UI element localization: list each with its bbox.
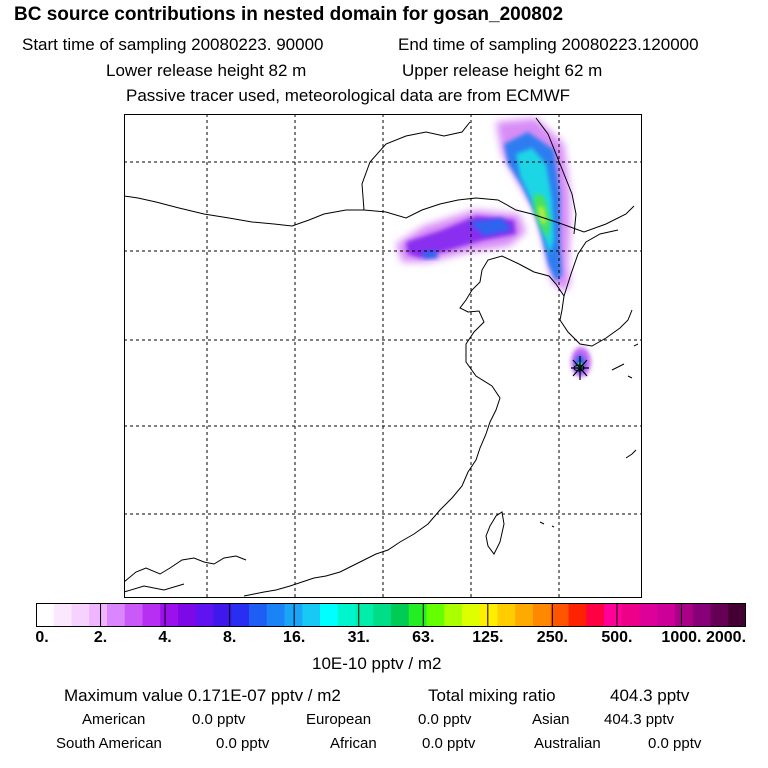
colorbar-swatch [550,603,569,627]
colorbar-tick-label: 31. [347,629,370,646]
start-time-label: Start time of sampling 20080223. 90000 [22,35,324,54]
colorbar-swatch [231,603,250,627]
colorbar-tick-label: 2000. [705,629,747,646]
colorbar-swatch [89,603,108,627]
colorbar-tick-label: 1000. [661,629,702,646]
colorbar-tick-label: 63. [412,629,435,646]
colorbar-swatch [710,603,729,627]
colorbar-swatch [391,603,410,627]
region-value-american: 0.0 pptv [192,711,246,728]
colorbar-frame [36,603,746,627]
region-name-south-american: South American [56,735,162,752]
colorbar-swatch [426,603,445,627]
colorbar-tick-label: 16. [283,629,306,646]
region-value-australian: 0.0 pptv [648,735,702,752]
colorbar-swatch [497,603,516,627]
concentration-plume-west [396,210,526,262]
colorbar-swatch [444,603,463,627]
colorbar-swatch [515,603,534,627]
colorbar-swatch [408,603,427,627]
region-value-european: 0.0 pptv [418,711,472,728]
taiwan-outline [485,511,505,555]
region-name-american: American [82,711,146,728]
colorbar-swatch [675,603,694,627]
end-time-label: End time of sampling 20080223.120000 [398,35,699,54]
colorbar-tick-label: 0. [35,629,49,646]
colorbar-unit-label: 10E-10 pptv / m2 [312,654,442,673]
colorbar-swatch [479,603,498,627]
colorbar-swatch [107,603,126,627]
colorbar-swatch [160,603,179,627]
colorbar-swatch [586,603,605,627]
colorbar-swatch [373,603,392,627]
region-value-african: 0.0 pptv [422,735,476,752]
colorbar-swatch [639,603,658,627]
total-mixing-label: Total mixing ratio [428,686,556,705]
total-mixing-value: 404.3 pptv [610,686,690,705]
colorbar-swatch [124,603,143,627]
colorbar-swatch [604,603,623,627]
colorbar-swatch [71,603,90,627]
colorbar-tick-label: 4. [158,629,172,646]
colorbar-swatch [266,603,285,627]
colorbar-swatch [36,603,55,627]
colorbar-swatch [53,603,72,627]
colorbar-swatch [178,603,197,627]
colorbar-swatch [320,603,339,627]
colorbar-tick-label: 500. [601,629,633,646]
colorbar-tick-label: 2. [93,629,108,646]
colorbar-swatch [142,603,161,627]
region-value-asian: 404.3 pptv [604,711,675,728]
colorbar-swatch [355,603,374,627]
colorbar-swatch [284,603,303,627]
region-value-south-american: 0.0 pptv [216,735,270,752]
colorbar-swatch [657,603,676,627]
colorbar-swatch [302,603,321,627]
colorbar-tick-label: 250. [536,629,568,646]
colorbar-swatch [249,603,268,627]
region-name-african: African [330,735,377,752]
lower-release-height: Lower release height 82 m [106,61,307,80]
colorbar-swatch [533,603,552,627]
colorbar-swatch [692,603,711,627]
colorbar-tick-label: 8. [222,629,237,646]
colorbar-swatch [568,603,587,627]
coastlines [124,117,635,597]
lat-lon-grid [124,114,642,598]
region-name-asian: Asian [532,711,570,728]
region-name-australian: Australian [534,735,601,752]
colorbar-swatch [195,603,214,627]
colorbar-swatch [621,603,640,627]
receptor-star-icon [571,356,589,380]
colorbar-swatch [728,603,746,627]
region-name-european: European [306,711,372,728]
upper-release-height: Upper release height 62 m [402,61,603,80]
colorbar-swatch [462,603,481,627]
map-frame [124,114,642,598]
tracer-note: Passive tracer used, meteorological data… [126,86,571,105]
map-panel [124,114,642,598]
colorbar [36,603,746,627]
colorbar-swatch [213,603,232,627]
colorbar-swatch [337,603,356,627]
map-title: BC source contributions in nested domain… [14,4,564,25]
colorbar-tick-label: 125. [472,629,504,646]
maximum-value-label: Maximum value 0.171E-07 pptv / m2 [64,686,341,705]
